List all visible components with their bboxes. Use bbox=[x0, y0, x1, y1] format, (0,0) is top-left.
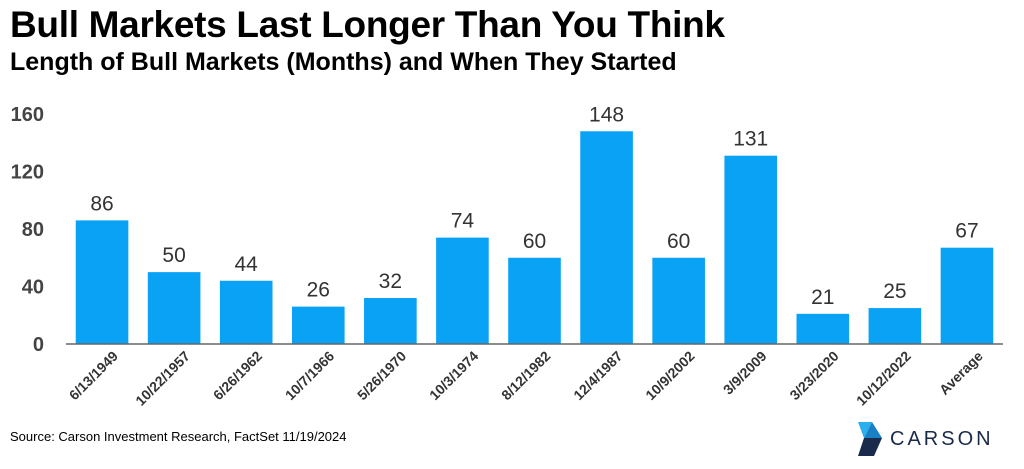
x-tick-label: 10/9/2002 bbox=[642, 348, 698, 404]
x-tick-label: 6/26/1962 bbox=[210, 348, 266, 404]
bar bbox=[219, 280, 273, 344]
y-tick-label: 160 bbox=[11, 104, 44, 126]
bar bbox=[796, 313, 850, 344]
source-note: Source: Carson Investment Research, Fact… bbox=[10, 429, 347, 444]
chart-title: Bull Markets Last Longer Than You Think bbox=[10, 4, 725, 45]
x-tick-label: 10/22/1957 bbox=[132, 348, 193, 409]
bar bbox=[724, 155, 778, 344]
x-tick-label: 5/26/1970 bbox=[354, 348, 410, 404]
data-label: 60 bbox=[667, 230, 690, 253]
x-tick-label: 10/12/2022 bbox=[853, 348, 914, 409]
data-label: 131 bbox=[733, 128, 768, 151]
bar bbox=[364, 298, 417, 344]
bar bbox=[868, 308, 922, 344]
data-label: 26 bbox=[307, 279, 330, 302]
x-tick-label: 3/9/2009 bbox=[720, 348, 770, 398]
bar bbox=[508, 257, 561, 344]
x-tick-label: Average bbox=[936, 348, 986, 398]
data-label: 60 bbox=[523, 230, 546, 253]
carson-logo-text: CARSON bbox=[890, 428, 994, 450]
data-label: 32 bbox=[379, 270, 402, 293]
chart-subtitle: Length of Bull Markets (Months) and When… bbox=[10, 48, 677, 76]
bar bbox=[291, 306, 345, 344]
x-tick-label: 12/4/1987 bbox=[570, 348, 626, 404]
y-tick-label: 40 bbox=[22, 277, 44, 299]
carson-logo-icon bbox=[858, 422, 882, 456]
bar bbox=[940, 247, 994, 344]
data-label: 21 bbox=[811, 286, 834, 309]
data-label: 86 bbox=[90, 192, 113, 215]
data-label: 148 bbox=[589, 103, 624, 126]
x-tick-label: 10/7/1966 bbox=[282, 348, 338, 404]
x-tick-label: 3/23/2020 bbox=[786, 348, 842, 404]
bar bbox=[436, 237, 489, 344]
x-tick-label: 8/12/1982 bbox=[498, 348, 554, 404]
bar bbox=[652, 257, 705, 344]
data-label: 67 bbox=[955, 220, 978, 243]
data-label: 44 bbox=[235, 253, 259, 276]
bar bbox=[147, 272, 201, 344]
carson-logo: CARSON bbox=[848, 414, 1018, 460]
data-label: 50 bbox=[162, 244, 185, 267]
bar bbox=[75, 220, 129, 344]
y-tick-label: 80 bbox=[22, 219, 44, 241]
y-tick-label: 120 bbox=[11, 162, 44, 184]
bar bbox=[580, 131, 633, 344]
data-label: 74 bbox=[451, 210, 475, 233]
x-tick-label: 6/13/1949 bbox=[66, 348, 122, 404]
x-tick-label: 10/3/1974 bbox=[426, 348, 482, 404]
y-tick-label: 0 bbox=[33, 334, 44, 356]
data-label: 25 bbox=[883, 280, 906, 303]
